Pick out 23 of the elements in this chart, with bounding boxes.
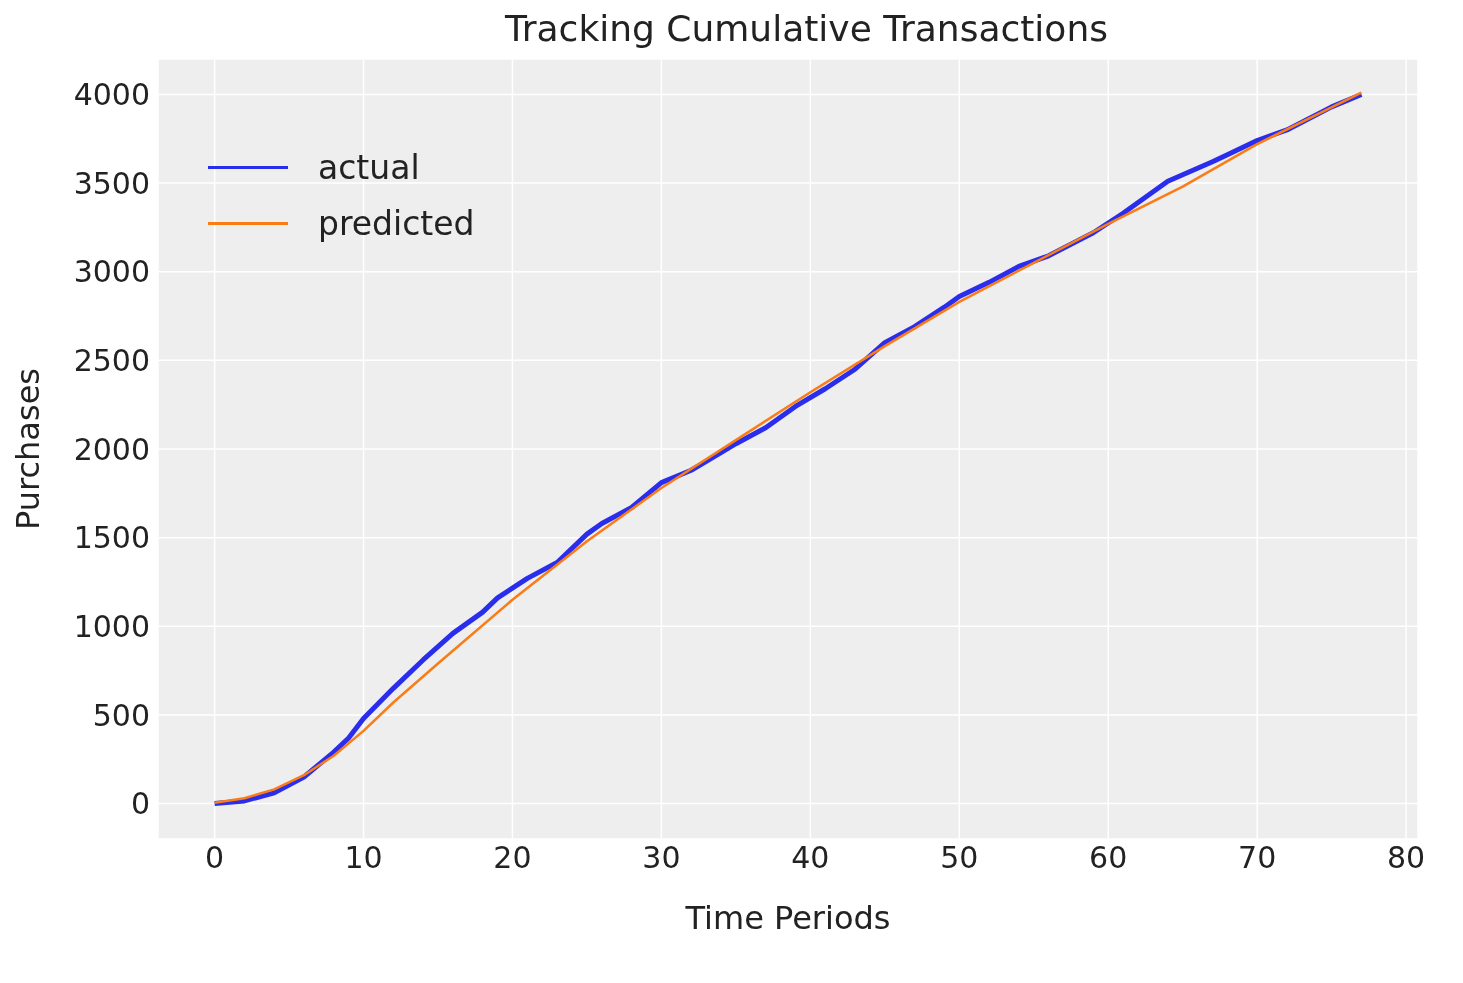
y-tick-label: 0: [130, 786, 150, 822]
y-tick-label: 1000: [73, 608, 150, 644]
y-tick-label: 2000: [73, 431, 150, 467]
legend-label: predicted: [318, 203, 475, 243]
x-tick-label: 80: [1386, 840, 1426, 876]
y-tick-label: 2500: [73, 343, 150, 379]
y-tick-label: 1500: [73, 520, 150, 556]
y-tick-label: 4000: [73, 77, 150, 113]
x-tick-label: 70: [1238, 840, 1277, 876]
legend-label: actual: [318, 147, 420, 187]
x-tick-label: 60: [1089, 840, 1128, 876]
y-tick-label: 500: [92, 697, 150, 733]
y-tick-label: 3000: [73, 254, 150, 290]
chart-title: Tracking Cumulative Transactions: [504, 8, 1109, 49]
x-tick-label: 50: [940, 840, 979, 876]
x-tick-label: 40: [791, 840, 830, 876]
x-tick-label: 30: [642, 840, 681, 876]
x-tick-label: 0: [205, 840, 225, 876]
x-tick-label: 10: [344, 840, 383, 876]
y-tick-label: 3500: [73, 165, 150, 201]
x-axis-title: Time Periods: [684, 899, 891, 937]
y-axis-title: Purchases: [9, 368, 48, 530]
x-tick-label: 20: [493, 840, 532, 876]
